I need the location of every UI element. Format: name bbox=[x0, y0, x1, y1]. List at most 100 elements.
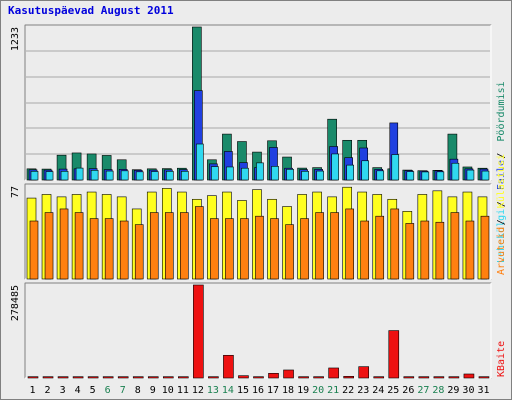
day-label-14: 14 bbox=[222, 385, 234, 396]
sites-bar-day-25 bbox=[390, 208, 400, 280]
kbytes-bar-day-15 bbox=[238, 375, 249, 379]
pages-bar-day-24 bbox=[376, 170, 385, 181]
day-label-23: 23 bbox=[357, 385, 369, 396]
panel-3-max-label: 278485 bbox=[10, 285, 21, 321]
sites-bar-day-11 bbox=[180, 212, 189, 280]
day-label-5: 5 bbox=[90, 385, 96, 396]
sites-bar-day-12 bbox=[195, 206, 204, 280]
kbytes-bar-day-25 bbox=[388, 330, 400, 379]
day-label-7: 7 bbox=[120, 385, 126, 396]
day-label-3: 3 bbox=[60, 385, 66, 396]
day-label-1: 1 bbox=[30, 385, 36, 396]
sites-bar-day-26 bbox=[405, 223, 415, 280]
kbytes-bar-day-8 bbox=[132, 376, 144, 379]
pages-bar-day-8 bbox=[135, 171, 144, 181]
sites-bar-day-22 bbox=[345, 208, 354, 280]
sites-bar-day-4 bbox=[74, 212, 84, 280]
pages-bar-day-18 bbox=[286, 169, 294, 181]
kbytes-bar-day-12 bbox=[193, 284, 204, 379]
kbytes-bar-day-20 bbox=[313, 376, 324, 379]
sites-bar-day-9 bbox=[149, 212, 159, 280]
kbytes-bar-day-23 bbox=[358, 366, 370, 379]
pages-bar-day-15 bbox=[241, 167, 249, 181]
middle-legend-külastusi: Külastusi bbox=[496, 154, 507, 208]
day-label-12: 12 bbox=[192, 385, 204, 396]
day-label-8: 8 bbox=[135, 385, 141, 396]
kbytes-bar-day-31 bbox=[478, 376, 490, 379]
kbytes-bar-day-29 bbox=[448, 376, 460, 379]
pages-bar-day-22 bbox=[346, 164, 354, 181]
day-label-29: 29 bbox=[447, 385, 459, 396]
sites-bar-day-18 bbox=[285, 224, 294, 280]
pages-bar-day-16 bbox=[256, 162, 264, 181]
sites-bar-day-15 bbox=[240, 218, 249, 280]
day-label-10: 10 bbox=[162, 385, 174, 396]
pages-bar-day-12 bbox=[196, 143, 204, 181]
kbytes-bar-day-17 bbox=[268, 373, 279, 379]
top-legend-faile: Faile bbox=[496, 160, 507, 190]
pages-bar-day-2 bbox=[45, 171, 54, 181]
pages-bar-day-4 bbox=[75, 167, 84, 181]
kbytes-bar-day-6 bbox=[102, 376, 114, 379]
kbytes-bar-day-30 bbox=[463, 373, 475, 379]
bottom-legend-kbaite: KBaite bbox=[496, 341, 507, 377]
pages-bar-day-31 bbox=[481, 170, 490, 181]
pages-bar-day-9 bbox=[150, 171, 159, 181]
pages-bar-day-11 bbox=[181, 171, 189, 181]
kbytes-bar-day-5 bbox=[87, 376, 99, 379]
day-label-20: 20 bbox=[312, 385, 324, 396]
kbytes-bar-day-28 bbox=[433, 376, 445, 379]
day-label-4: 4 bbox=[75, 385, 81, 396]
kbytes-bar-day-27 bbox=[418, 376, 430, 379]
sites-bar-day-24 bbox=[375, 215, 385, 280]
pages-bar-day-27 bbox=[421, 171, 430, 181]
day-label-13: 13 bbox=[207, 385, 219, 396]
kbytes-bar-day-21 bbox=[328, 367, 339, 379]
sites-bar-day-16 bbox=[255, 215, 264, 280]
sites-bar-day-13 bbox=[210, 218, 219, 280]
pages-bar-day-21 bbox=[331, 153, 339, 181]
sites-bar-day-5 bbox=[89, 218, 99, 280]
day-label-28: 28 bbox=[432, 385, 444, 396]
top-legend-pöördumisi: Pöördumisi bbox=[496, 81, 507, 141]
kbytes-bar-day-1 bbox=[27, 376, 39, 379]
kbytes-bar-day-2 bbox=[42, 376, 54, 379]
day-label-15: 15 bbox=[237, 385, 249, 396]
pages-bar-day-7 bbox=[120, 170, 129, 181]
sites-bar-day-21 bbox=[330, 212, 339, 280]
pages-bar-day-30 bbox=[466, 169, 475, 181]
sites-bar-day-10 bbox=[164, 212, 174, 280]
top-legend-separator: / bbox=[496, 201, 507, 207]
day-label-27: 27 bbox=[417, 385, 429, 396]
day-label-2: 2 bbox=[45, 385, 51, 396]
day-label-26: 26 bbox=[402, 385, 414, 396]
sites-bar-day-14 bbox=[225, 218, 234, 280]
pages-bar-day-1 bbox=[30, 171, 39, 181]
pages-bar-day-17 bbox=[271, 166, 279, 181]
day-label-16: 16 bbox=[252, 385, 264, 396]
sites-bar-day-23 bbox=[360, 220, 370, 280]
day-label-22: 22 bbox=[342, 385, 354, 396]
kbytes-bar-day-11 bbox=[178, 376, 189, 379]
pages-bar-day-20 bbox=[316, 170, 324, 181]
middle-legend-arvuteid: Arvuteid bbox=[496, 227, 507, 275]
day-label-11: 11 bbox=[177, 385, 189, 396]
kbytes-bar-day-10 bbox=[162, 376, 174, 379]
sites-bar-day-28 bbox=[435, 221, 445, 280]
pages-bar-day-23 bbox=[361, 160, 370, 181]
kbytes-bar-day-3 bbox=[57, 376, 69, 379]
sites-bar-day-3 bbox=[59, 208, 69, 280]
chart-title: Kasutuspäevad August 2011 bbox=[8, 4, 174, 17]
day-label-19: 19 bbox=[297, 385, 309, 396]
pages-bar-day-3 bbox=[60, 171, 69, 181]
kbytes-bar-day-16 bbox=[253, 376, 264, 379]
day-label-17: 17 bbox=[267, 385, 279, 396]
day-label-24: 24 bbox=[372, 385, 384, 396]
panel-3-background bbox=[24, 282, 492, 379]
sites-bar-day-7 bbox=[119, 220, 129, 280]
middle-legend-separator: / bbox=[496, 219, 507, 225]
day-label-25: 25 bbox=[387, 385, 399, 396]
top-legend-lehekülgi: Lehekülgi bbox=[496, 209, 507, 263]
day-label-9: 9 bbox=[150, 385, 156, 396]
